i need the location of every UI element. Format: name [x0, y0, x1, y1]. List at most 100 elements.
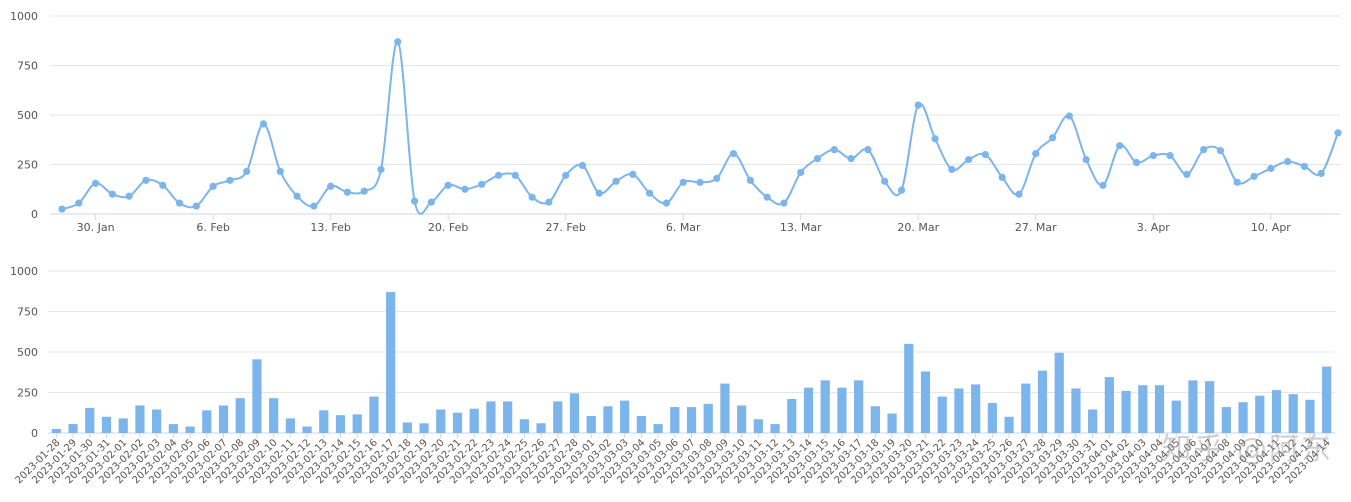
- bar-y-tick-label: 250: [17, 387, 38, 400]
- bar: [469, 408, 479, 433]
- bar: [586, 415, 596, 433]
- bar: [1021, 383, 1031, 433]
- line-point: [746, 176, 754, 184]
- line-point: [981, 151, 990, 159]
- bar: [770, 424, 780, 433]
- bar: [168, 424, 178, 433]
- line-point: [847, 154, 855, 163]
- line-x-tick-label: 20. Feb: [428, 221, 468, 234]
- line-point: [881, 177, 889, 185]
- line-point: [612, 177, 620, 185]
- bar: [135, 405, 145, 433]
- line-x-tick-label: 27. Feb: [545, 221, 585, 234]
- bar: [803, 387, 814, 433]
- line-point: [1300, 162, 1309, 171]
- bar: [101, 416, 112, 433]
- line-series: [61, 40, 1339, 215]
- line-point: [192, 202, 200, 210]
- line-point: [545, 198, 553, 206]
- bar: [85, 407, 95, 433]
- line-point: [444, 181, 452, 189]
- bar: [1154, 385, 1165, 433]
- bar: [436, 409, 446, 433]
- line-point: [679, 178, 687, 186]
- line-y-tick-label: 0: [31, 208, 38, 221]
- line-point: [1048, 134, 1057, 142]
- bar: [1305, 399, 1315, 433]
- line-point: [713, 174, 721, 182]
- bar: [737, 405, 747, 433]
- bar: [269, 398, 279, 433]
- line-point: [478, 180, 486, 188]
- bar: [386, 292, 396, 433]
- line-point: [998, 173, 1006, 181]
- bar: [352, 414, 362, 433]
- bar: [369, 396, 379, 433]
- bar: [553, 401, 563, 433]
- bar-y-tick-label: 1000: [10, 265, 38, 278]
- bar: [686, 407, 697, 433]
- bar: [152, 409, 162, 433]
- line-point: [729, 150, 738, 158]
- line-point: [159, 181, 167, 189]
- line-point: [1116, 142, 1124, 150]
- line-x-tick-label: 20. Mar: [897, 221, 939, 234]
- line-point: [528, 193, 536, 201]
- bar: [486, 401, 496, 433]
- bar-y-tick-label: 0: [31, 427, 38, 440]
- line-point: [75, 199, 83, 207]
- line-point: [1200, 146, 1208, 154]
- line-point: [377, 165, 385, 174]
- line-point: [914, 101, 922, 109]
- line-point: [58, 205, 66, 213]
- bar: [1121, 390, 1131, 433]
- bar: [937, 396, 947, 433]
- line-point: [931, 135, 939, 143]
- line-point: [1317, 169, 1325, 178]
- bar: [920, 371, 931, 433]
- line-point: [864, 146, 872, 154]
- line-point: [327, 182, 335, 190]
- line-point: [1149, 151, 1157, 160]
- bar: [1054, 352, 1064, 433]
- bar: [720, 383, 730, 433]
- line-point: [696, 178, 704, 186]
- bar-chart: 025050075010002023-01-282023-01-292023-0…: [10, 265, 1335, 486]
- bar: [419, 423, 429, 433]
- bar: [68, 424, 78, 433]
- bar: [503, 401, 513, 433]
- bar: [1088, 409, 1098, 433]
- bar: [218, 405, 229, 433]
- bar: [1138, 385, 1148, 433]
- line-point: [646, 189, 654, 197]
- line-point: [226, 176, 234, 184]
- line-point: [209, 182, 217, 190]
- bar: [820, 380, 830, 433]
- line-point: [629, 170, 637, 178]
- bar: [971, 384, 981, 433]
- line-point: [595, 189, 603, 197]
- bar: [402, 422, 412, 433]
- line-point: [1284, 157, 1292, 166]
- bar: [887, 413, 897, 433]
- line-point: [360, 187, 368, 195]
- line-point: [343, 188, 352, 196]
- line-point: [780, 199, 788, 207]
- bar: [870, 406, 880, 433]
- bar-y-tick-label: 500: [17, 346, 38, 359]
- line-point: [1166, 151, 1174, 160]
- line-point: [965, 155, 973, 164]
- bar: [1271, 390, 1282, 433]
- line-point: [410, 197, 419, 205]
- line-x-tick-label: 3. Apr: [1137, 221, 1170, 234]
- line-point: [562, 171, 570, 179]
- bar: [569, 393, 580, 433]
- bar: [904, 343, 914, 433]
- bar: [319, 410, 329, 433]
- line-y-tick-label: 250: [17, 159, 38, 172]
- bar: [603, 406, 613, 433]
- bar: [1004, 416, 1014, 433]
- bar: [670, 407, 680, 433]
- line-point: [948, 165, 956, 174]
- line-point: [1267, 164, 1275, 173]
